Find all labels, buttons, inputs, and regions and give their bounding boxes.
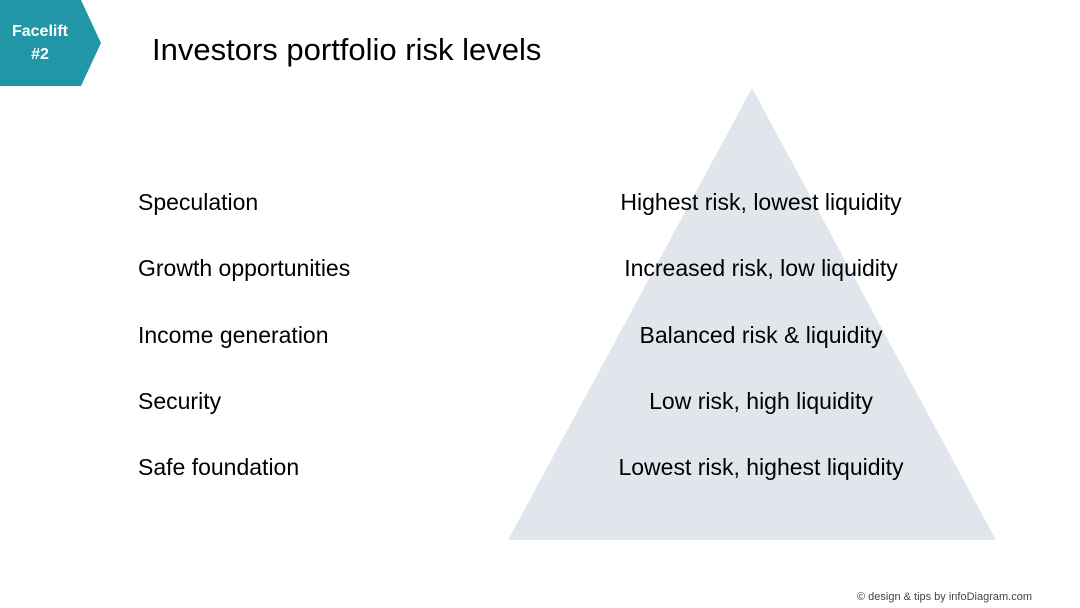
badge-text: Facelift #2 (0, 20, 80, 66)
badge-line-1: Facelift (11, 23, 68, 40)
level-description-speculation: Highest risk, lowest liquidity (620, 189, 902, 215)
facelift-badge: Facelift #2 (0, 0, 101, 86)
level-label-safe-foundation: Safe foundation (138, 454, 300, 480)
level-label-growth-opportunities: Growth opportunities (138, 255, 351, 281)
copyright-footer: © design & tips by infoDiagram.com (856, 591, 1032, 603)
page-title: Investors portfolio risk levels (152, 32, 542, 67)
level-description-growth-opportunities: Increased risk, low liquidity (624, 255, 898, 281)
level-description-security: Low risk, high liquidity (649, 388, 873, 414)
level-description-income-generation: Balanced risk & liquidity (639, 322, 883, 348)
badge-arrow-shape (0, 0, 101, 86)
badge-line-2: #2 (31, 46, 49, 63)
level-label-security: Security (138, 388, 222, 414)
level-label-income-generation: Income generation (138, 322, 329, 348)
level-label-speculation: Speculation (138, 189, 259, 215)
level-description-safe-foundation: Lowest risk, highest liquidity (618, 454, 904, 480)
